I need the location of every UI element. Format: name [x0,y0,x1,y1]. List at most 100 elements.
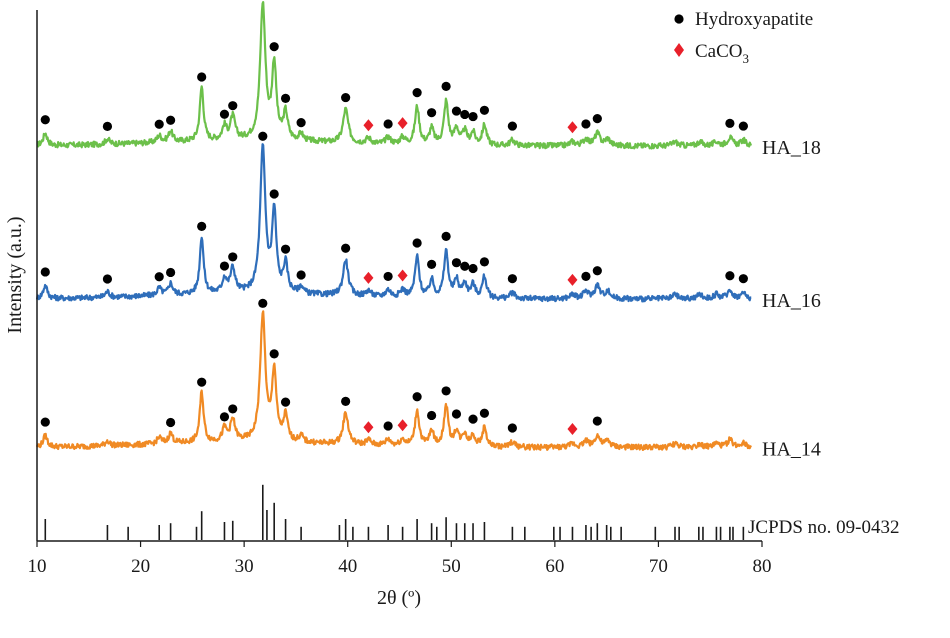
hydroxyapatite-marker [451,106,462,116]
hydroxyapatite-marker [40,267,50,277]
hydroxyapatite-marker [427,259,437,269]
hydroxyapatite-marker [479,257,490,267]
hydroxyapatite-marker [468,414,478,424]
hydroxyapatite-marker [468,263,478,274]
hydroxyapatite-marker [468,111,478,122]
hydroxyapatite-marker [507,274,517,284]
hydroxyapatite-marker [592,266,602,276]
legend-caco3-label-sub: 3 [743,51,750,66]
legend: Hydroxyapatite CaCO3 [674,9,813,66]
hydroxyapatite-marker [592,114,602,124]
hydroxyapatite-marker [166,417,176,428]
series-line-ha-14 [35,310,752,452]
x-tick-label: 30 [235,556,254,577]
y-axis-label: Intensity (a.u.) [4,216,26,333]
hydroxyapatite-marker [451,258,462,268]
hydroxyapatite-marker [738,121,748,131]
hydroxyapatite-marker [738,274,748,284]
series-group [35,0,753,452]
legend-caco3-label: CaCO3 [695,41,749,66]
x-tick-label: 40 [338,556,357,577]
hydroxyapatite-marker [479,105,490,115]
hydroxyapatite-marker [40,417,50,427]
hydroxyapatite-marker [280,244,291,254]
caco3-marker [567,121,578,134]
hydroxyapatite-marker [441,386,451,396]
hydroxyapatite-marker [166,267,176,278]
caco3-marker [397,269,408,282]
caco3-marker [363,271,374,284]
x-tick-label: 20 [131,556,150,577]
hydroxyapatite-marker [427,410,437,421]
hydroxyapatite-marker [166,115,176,125]
hydroxyapatite-marker [412,392,422,402]
caco3-marker [363,119,374,132]
hydroxyapatite-marker [228,404,238,414]
hydroxyapatite-marker [412,238,422,248]
hydroxyapatite-marker [40,115,50,125]
caco3-marker [397,117,408,130]
hydroxyapatite-marker [154,272,164,282]
hydroxyapatite-marker [280,93,291,104]
hydroxyapatite-marker [269,189,279,199]
x-ticks: 10 20 30 40 50 60 70 80 [28,541,772,577]
legend-hydroxyapatite-marker [674,14,684,24]
x-tick-label: 80 [753,556,772,577]
hydroxyapatite-marker [219,109,230,119]
caco3-marker [567,273,578,286]
hydroxyapatite-marker [451,409,462,419]
hydroxyapatite-marker [725,118,735,128]
x-tick-label: 10 [28,556,47,577]
hydroxyapatite-marker [412,88,422,98]
hydroxyapatite-marker [228,101,238,111]
hydroxyapatite-marker [102,274,113,284]
x-tick-label: 60 [545,556,564,577]
x-tick-label: 50 [442,556,461,577]
legend-caco3-label-main: CaCO [695,41,743,62]
series-label: HA_16 [762,290,821,312]
hydroxyapatite-marker [592,416,602,426]
caco3-marker [397,419,408,432]
hydroxyapatite-marker [269,42,279,52]
hydroxyapatite-marker [725,271,735,281]
hydroxyapatite-marker [296,270,306,280]
hydroxyapatite-marker [341,396,351,406]
axes [36,10,762,542]
hydroxyapatite-marker [197,72,207,82]
hydroxyapatite-marker [460,261,470,271]
hydroxyapatite-marker [507,121,517,131]
hydroxyapatite-marker [383,119,393,129]
hydroxyapatite-marker [154,119,164,129]
hydroxyapatite-marker [102,121,113,131]
legend-caco3-marker [674,43,684,57]
hydroxyapatite-marker [383,421,393,431]
hydroxyapatite-marker [341,243,351,253]
hydroxyapatite-marker [460,109,470,120]
peak-markers [40,42,748,436]
hydroxyapatite-marker [228,252,238,262]
hydroxyapatite-marker [341,92,351,103]
legend-hydroxyapatite-label: Hydroxyapatite [695,9,813,30]
series-labels: HA_18 HA_16 HA_14 [762,137,821,461]
hydroxyapatite-marker [280,397,291,407]
hydroxyapatite-marker [581,271,591,282]
hydroxyapatite-marker [219,412,230,422]
series-label: HA_18 [762,137,821,159]
hydroxyapatite-marker [197,221,207,231]
hydroxyapatite-marker [441,231,451,241]
hydroxyapatite-marker [427,108,437,118]
reference-pattern: JCPDS no. 09-0432 [44,484,900,540]
hydroxyapatite-marker [197,377,207,387]
caco3-marker [363,421,374,434]
hydroxyapatite-marker [383,271,393,282]
series-label: HA_14 [762,439,821,461]
hydroxyapatite-marker [258,131,268,141]
series-line-ha-16 [35,143,752,303]
reference-label: JCPDS no. 09-0432 [748,517,900,538]
hydroxyapatite-marker [507,423,517,433]
hydroxyapatite-marker [269,349,279,359]
caco3-marker [567,423,578,436]
hydroxyapatite-marker [296,118,306,128]
